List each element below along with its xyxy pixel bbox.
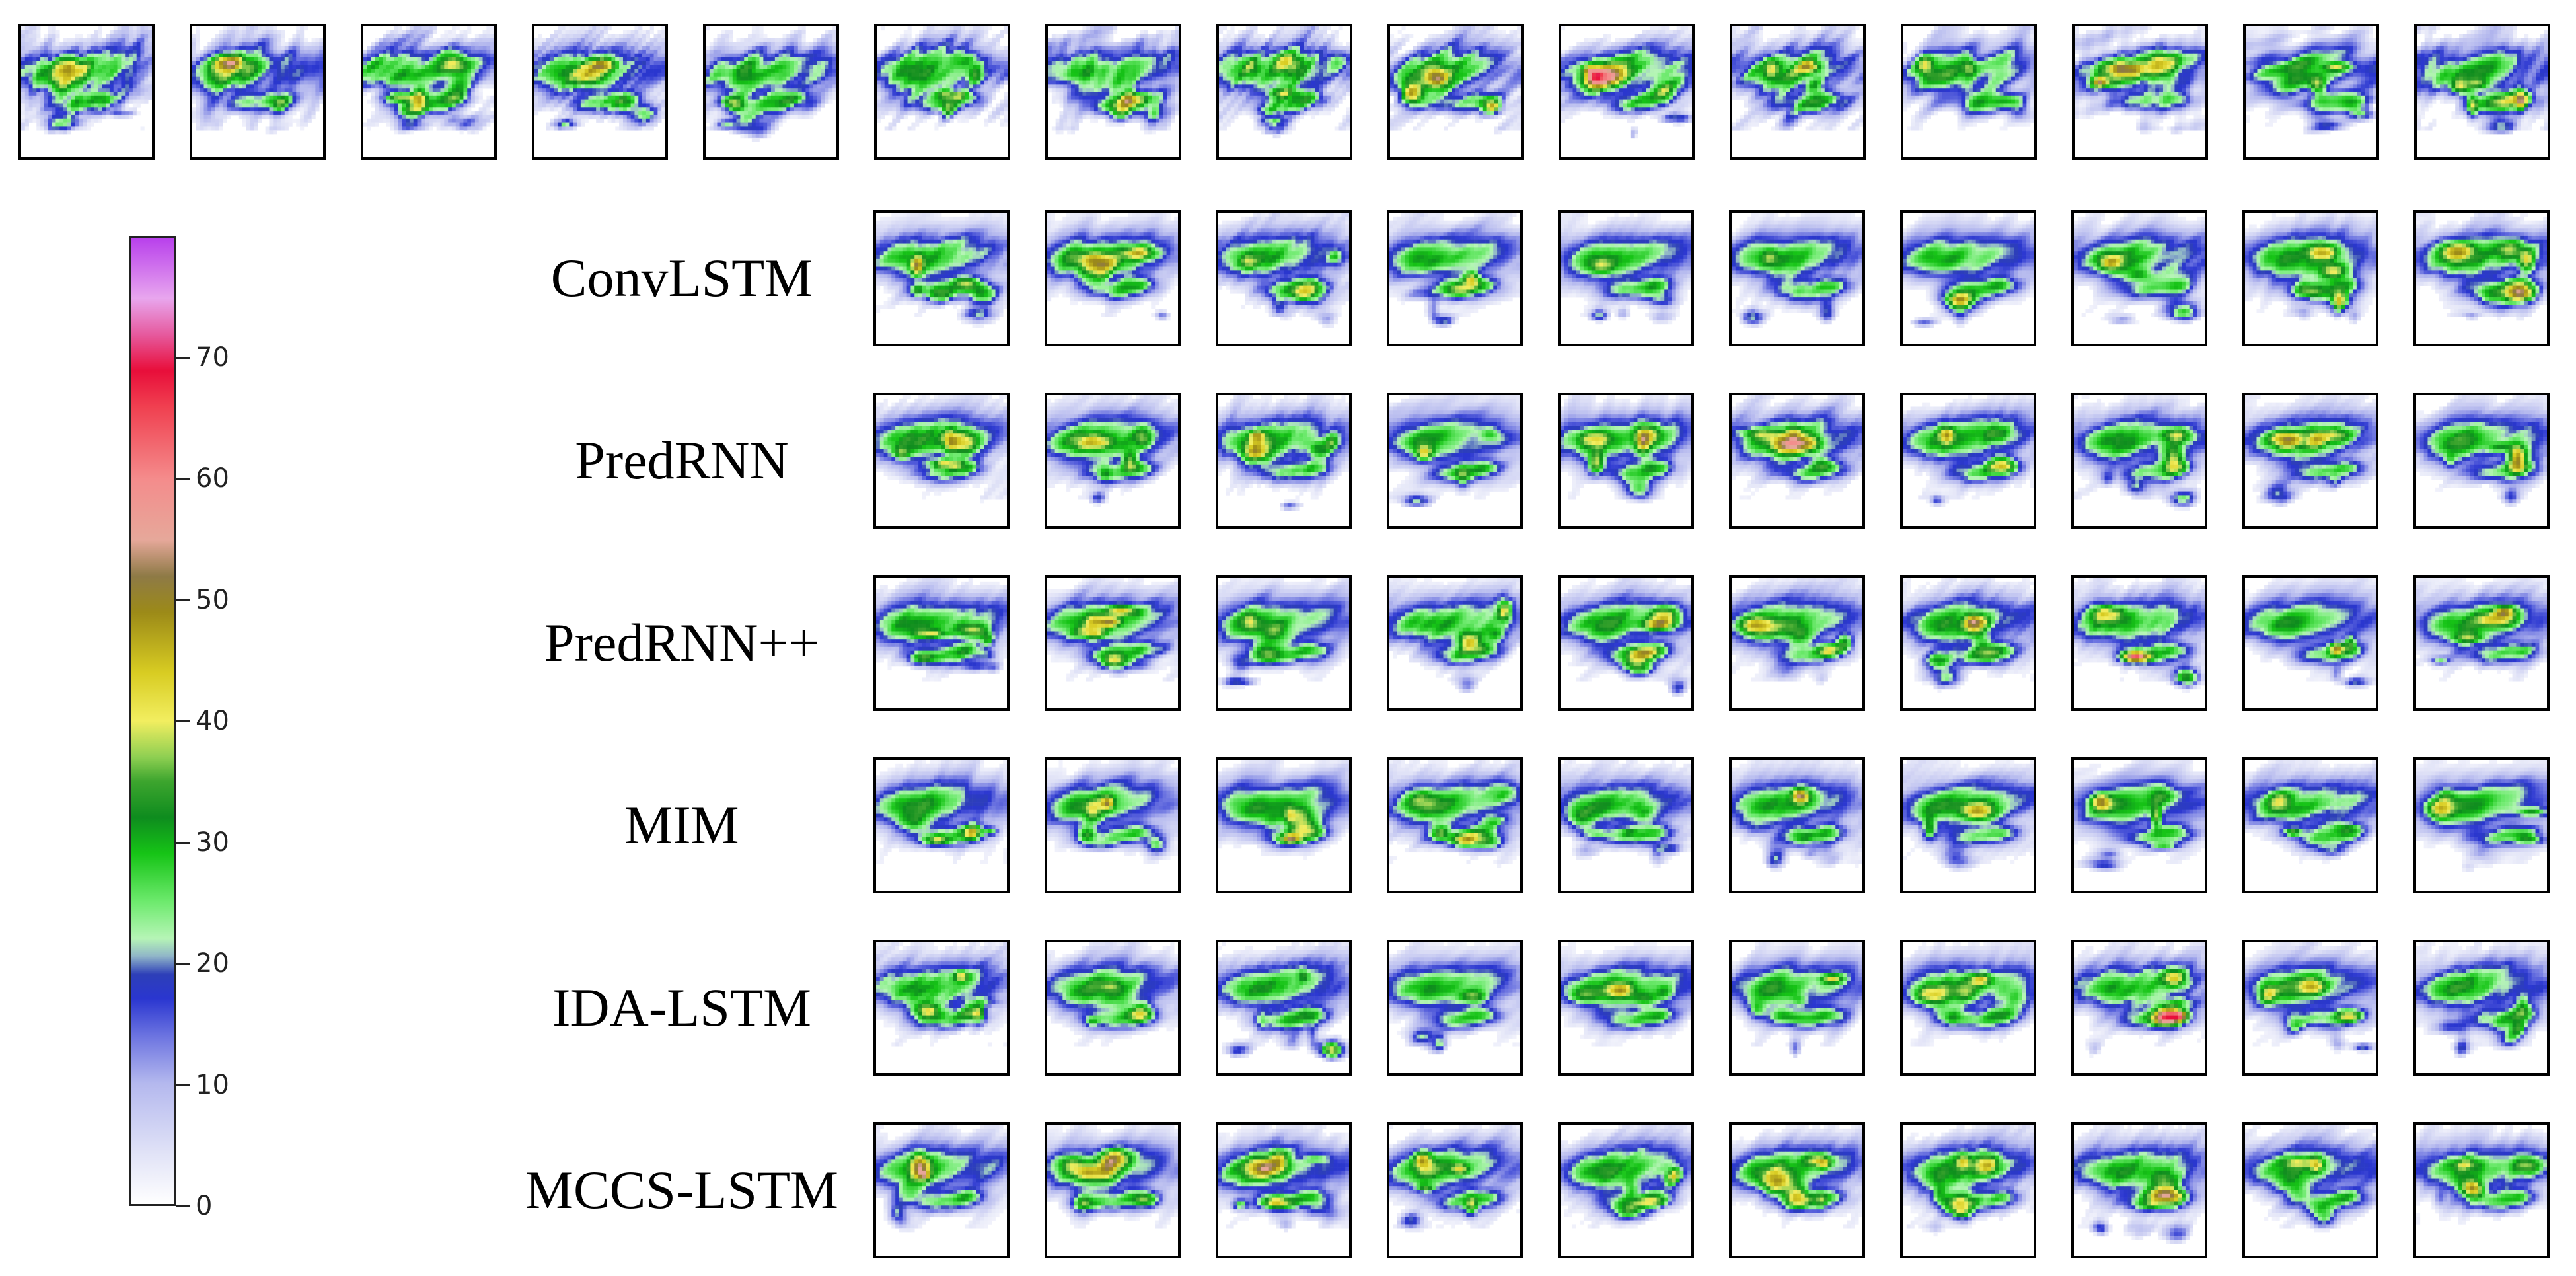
colorbar-tick-mark [176, 842, 190, 844]
ground-truth-frame [1045, 24, 1181, 160]
prediction-frame [1900, 1122, 2036, 1258]
colorbar-tick-label: 60 [196, 465, 229, 492]
colorbar-tick-label: 10 [196, 1072, 229, 1098]
colorbar-tick-label: 0 [196, 1193, 212, 1219]
colorbar-tick-mark [176, 963, 190, 965]
model-label: ConvLSTM [510, 251, 854, 305]
ground-truth-frame [2243, 24, 2379, 160]
prediction-frame [1729, 940, 1865, 1076]
prediction-frame [1045, 940, 1181, 1076]
colorbar-tick-mark [176, 599, 190, 601]
prediction-frame [2242, 393, 2378, 529]
prediction-frame [1216, 757, 1352, 893]
prediction-frame [1729, 1122, 1865, 1258]
prediction-frame [2071, 575, 2207, 711]
ground-truth-frame [18, 24, 155, 160]
prediction-frame [2413, 575, 2550, 711]
prediction-frame [2242, 210, 2378, 346]
ground-truth-frame [703, 24, 839, 160]
prediction-frame [1045, 575, 1181, 711]
colorbar-tick-label: 20 [196, 950, 229, 977]
prediction-frame [2413, 210, 2550, 346]
prediction-frame [1729, 393, 1865, 529]
prediction-frame [2242, 757, 2378, 893]
colorbar-tick-mark [176, 478, 190, 480]
prediction-frame [1216, 393, 1352, 529]
prediction-frame [1729, 210, 1865, 346]
ground-truth-frame [1216, 24, 1352, 160]
prediction-frame [873, 575, 1010, 711]
colorbar-tick-label: 50 [196, 587, 229, 613]
ground-truth-frame [1901, 24, 2037, 160]
prediction-frame [1900, 393, 2036, 529]
prediction-frame [1900, 940, 2036, 1076]
prediction-frame [1045, 1122, 1181, 1258]
ground-truth-frame [2072, 24, 2208, 160]
colorbar-tick-mark [176, 1205, 190, 1207]
colorbar-gradient [129, 236, 176, 1206]
prediction-frame [1900, 210, 2036, 346]
prediction-frame [2242, 575, 2378, 711]
prediction-frame [2071, 393, 2207, 529]
prediction-frame [2413, 1122, 2550, 1258]
prediction-frame [1729, 575, 1865, 711]
prediction-frame [1216, 575, 1352, 711]
prediction-frame [1729, 757, 1865, 893]
prediction-frame [1387, 757, 1523, 893]
ground-truth-frame [190, 24, 326, 160]
prediction-frame [1558, 940, 1694, 1076]
model-label: MCCS-LSTM [510, 1163, 854, 1217]
colorbar-tick-mark [176, 357, 190, 359]
prediction-frame [873, 940, 1010, 1076]
prediction-frame [1558, 1122, 1694, 1258]
prediction-frame [1387, 1122, 1523, 1258]
prediction-frame [1558, 393, 1694, 529]
prediction-frame [1216, 1122, 1352, 1258]
prediction-frame [873, 1122, 1010, 1258]
prediction-frame [1045, 757, 1181, 893]
model-label: PredRNN [510, 433, 854, 488]
ground-truth-frame [1559, 24, 1695, 160]
prediction-frame [2242, 940, 2378, 1076]
colorbar-tick-label: 70 [196, 344, 229, 371]
prediction-frame [1558, 575, 1694, 711]
ground-truth-frame [361, 24, 497, 160]
prediction-frame [1045, 210, 1181, 346]
prediction-frame [1387, 940, 1523, 1076]
colorbar-tick-mark [176, 1084, 190, 1086]
model-label: PredRNN++ [510, 616, 854, 670]
prediction-frame [1387, 575, 1523, 711]
prediction-frame [1558, 757, 1694, 893]
colorbar-tick-label: 30 [196, 829, 229, 856]
prediction-frame [873, 757, 1010, 893]
prediction-frame [1900, 757, 2036, 893]
prediction-frame [873, 393, 1010, 529]
colorbar-tick-mark [176, 720, 190, 722]
ground-truth-frame [532, 24, 668, 160]
model-label: MIM [510, 798, 854, 852]
prediction-frame [2413, 940, 2550, 1076]
prediction-frame [2071, 940, 2207, 1076]
prediction-frame [1900, 575, 2036, 711]
ground-truth-frame [874, 24, 1010, 160]
prediction-frame [1216, 210, 1352, 346]
ground-truth-frame [2414, 24, 2550, 160]
prediction-frame [1045, 393, 1181, 529]
prediction-frame [2413, 393, 2550, 529]
prediction-frame [2071, 210, 2207, 346]
prediction-frame [2071, 1122, 2207, 1258]
prediction-frame [1558, 210, 1694, 346]
prediction-frame [1387, 393, 1523, 529]
colorbar-tick-label: 40 [196, 708, 229, 734]
prediction-frame [1216, 940, 1352, 1076]
ground-truth-frame [1730, 24, 1866, 160]
ground-truth-frame [1387, 24, 1524, 160]
model-label: IDA-LSTM [510, 981, 854, 1035]
prediction-frame [873, 210, 1010, 346]
prediction-frame [2071, 757, 2207, 893]
prediction-frame [2242, 1122, 2378, 1258]
prediction-frame [1387, 210, 1523, 346]
prediction-frame [2413, 757, 2550, 893]
